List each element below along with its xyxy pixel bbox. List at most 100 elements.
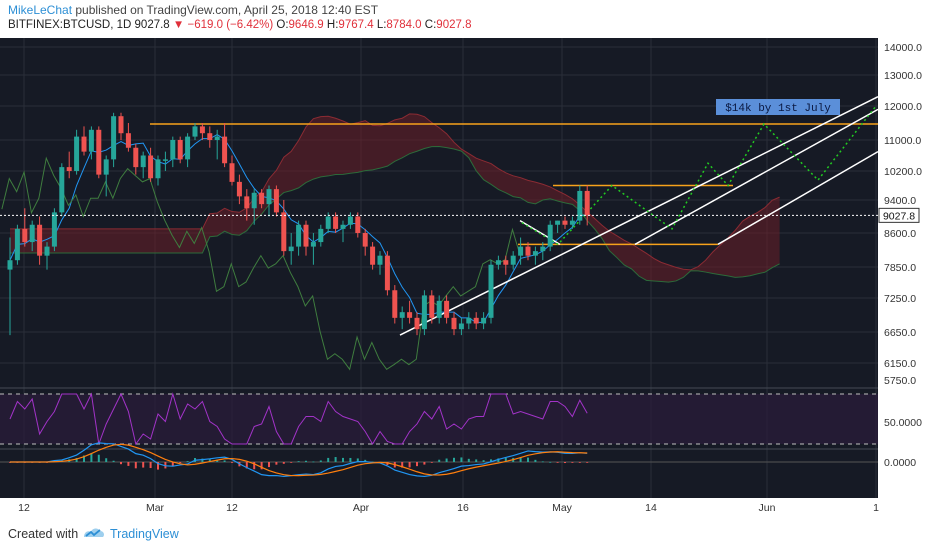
candle-body [488,264,494,318]
candle-body [140,155,146,168]
macd-axis-label: 0.0000 [884,457,916,469]
candle-body [547,224,553,247]
time-tick-label: 12 [18,502,30,514]
tradingview-brand[interactable]: TradingView [110,527,179,541]
rsi-line [9,392,588,446]
candle-body [525,246,531,256]
high-value: 9767.4 [338,19,374,31]
chart-container[interactable]: $14k by 1st July 14000.0 13000.0 12000.0 11… [0,38,932,514]
candle-body [495,260,501,265]
candle-body [125,133,131,148]
macd-histogram-bar [90,453,93,462]
candle-body [370,246,376,265]
candle-body [392,290,398,318]
macd-histogram-bar [149,462,152,469]
macd-pane [0,442,878,478]
price-tick-label: 9400.0 [884,195,916,207]
candle-body [518,246,524,256]
candle-body [7,260,13,270]
rsi-axis-label: 50.0000 [884,417,922,429]
time-tick-label: May [552,502,573,514]
price-tick-label: 11000.0 [884,135,921,147]
candle-body [88,129,94,152]
candle-body [81,136,87,152]
macd-histogram-bar [416,462,418,467]
price-chart[interactable]: $14k by 1st July 14000.013000.012000.011… [0,38,932,514]
macd-histogram-bar [223,460,226,462]
candle-body [229,163,235,182]
macd-histogram-bar [408,462,411,468]
time-tick-label: Apr [353,502,370,514]
macd-histogram-bar [112,460,115,462]
annotation-label[interactable]: $14k by 1st July [716,99,840,115]
macd-histogram-bar [75,457,78,462]
annotation-box [716,99,840,115]
candle-body [325,216,331,229]
macd-histogram-bar [83,455,85,462]
channel-line [717,150,879,245]
candle-body [577,190,583,221]
macd-histogram-bar [401,462,404,468]
macd-histogram-bar [275,462,278,465]
price-tick-label: 12000.0 [884,101,922,113]
down-arrow-icon: ▼ [172,19,185,31]
macd-histogram-bar [179,462,182,464]
candle-body [111,116,117,160]
macd-histogram-bar [201,458,204,462]
last-price: 9027.8 [134,19,170,31]
candle-body [473,317,479,324]
macd-histogram-bar [467,458,470,462]
candle-body [333,216,339,229]
annotation-text: $14k by 1st July [725,103,831,115]
publish-info: MikeLeChat published on TradingView.com,… [8,3,378,17]
price-tick-label: 13000.0 [884,70,922,82]
macd-histogram-bar [586,462,589,463]
macd-histogram-bar [349,457,352,462]
macd-histogram-bar [490,459,492,462]
candle-body [510,255,516,265]
macd-histogram-bar [134,462,137,469]
candle-body [281,212,287,252]
chart-header: MikeLeChat published on TradingView.com,… [0,0,932,38]
candle-body [532,251,538,256]
time-axis[interactable]: 12 Mar 12 Apr 16 May 14 Jun 1 [18,502,879,514]
rsi-pane [0,392,878,446]
candle-body [540,246,546,252]
symbol-label[interactable]: BITFINEX:BTCUSD, 1D [8,19,132,31]
macd-histogram-bar [423,462,426,465]
candle-body [236,181,242,197]
macd-histogram-bar [245,462,248,469]
time-tick-label: 16 [457,502,469,514]
rsi-band [0,394,878,444]
candle-body [96,129,102,175]
candle-body [273,189,279,213]
candle-body [407,312,413,318]
macd-histogram-bar [253,462,256,470]
candle-body [59,167,65,213]
time-tick-label: Mar [146,502,165,514]
price-tick-label: 8600.0 [884,228,916,240]
macd-histogram-bar [157,462,159,470]
candle-body [251,192,257,209]
trend-channel [399,96,879,336]
price-tick-label: 14000.0 [884,42,922,54]
author-link[interactable]: MikeLeChat [8,3,73,17]
time-tick-label: 1 [873,502,879,514]
candle-body [399,312,405,318]
candle-body [362,233,368,247]
price-tick-label: 10200.0 [884,166,922,178]
macd-histogram-bar [482,460,485,462]
projection-line [521,105,877,246]
time-tick-label: 14 [645,502,657,514]
created-with-text: Created with [8,527,79,541]
open-label: O: [276,19,289,31]
macd-histogram-bar [297,461,300,462]
macd-histogram-bar [290,462,293,463]
candle-body [37,224,43,256]
price-axis[interactable]: 14000.0 13000.0 12000.0 11000.0 10200.0 9400.… [884,42,922,370]
candle-body [244,196,250,209]
macd-histogram-bar [438,459,441,462]
macd-histogram-bar [356,458,359,462]
macd-histogram-bar [519,457,522,462]
macd-histogram-bar [342,457,344,462]
